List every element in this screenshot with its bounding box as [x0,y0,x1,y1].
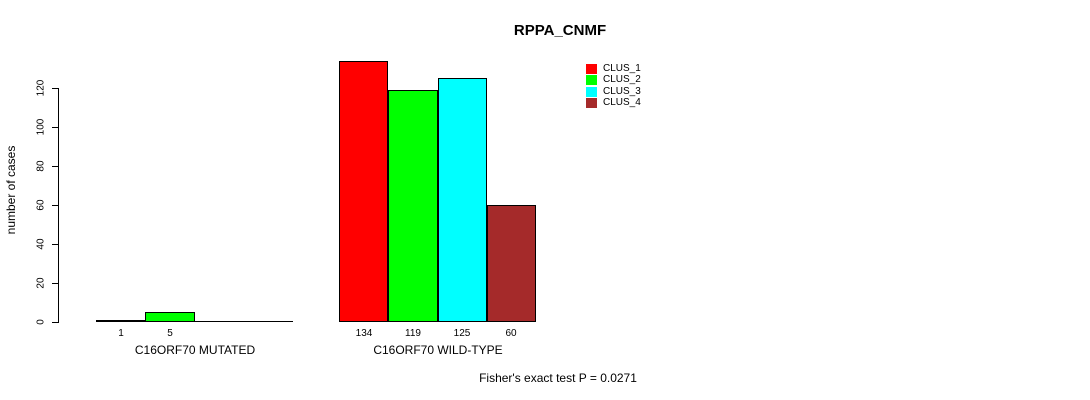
group-label: C16ORF70 WILD-TYPE [373,343,503,357]
legend-swatch [586,87,597,97]
bar [388,90,438,322]
y-axis-tick [52,166,59,167]
bar-value-label: 119 [405,328,421,339]
bar-value-label: 1 [118,328,124,339]
bar [145,312,195,322]
y-axis-tick-label: 100 [35,118,47,136]
bar-value-label: 134 [355,328,373,339]
bar [339,61,388,322]
y-axis-tick-label: 40 [35,238,47,250]
y-axis-label: number of cases [4,145,18,235]
y-axis-tick [52,88,59,89]
bar [438,78,487,322]
y-axis-tick-label: 60 [35,199,47,211]
bar [195,321,244,322]
y-axis-tick [52,322,59,323]
bar [487,205,536,322]
legend-label: CLUS_2 [603,74,641,85]
bar [96,320,145,322]
annotation-text: Fisher's exact test P = 0.0271 [479,371,637,385]
y-axis-tick [52,127,59,128]
bar-value-label: 60 [505,328,517,339]
y-axis-tick-label: 0 [35,319,47,325]
bar [244,321,293,322]
y-axis-tick [52,244,59,245]
group-label: C16ORF70 MUTATED [134,343,256,357]
legend-label: CLUS_3 [603,86,641,97]
bar-value-label: 5 [167,328,173,339]
y-axis-tick [52,205,59,206]
bar-value-label: 125 [453,328,471,339]
legend-swatch [586,75,597,85]
y-axis-tick-label: 20 [35,277,47,289]
y-axis-tick-label: 120 [35,79,47,97]
legend-swatch [586,98,597,108]
y-axis-tick [52,283,59,284]
y-axis-tick-label: 80 [35,160,47,172]
legend-label: CLUS_1 [603,63,641,74]
chart-title: RPPA_CNMF [513,22,607,39]
legend-swatch [586,64,597,74]
legend-label: CLUS_4 [603,97,641,108]
